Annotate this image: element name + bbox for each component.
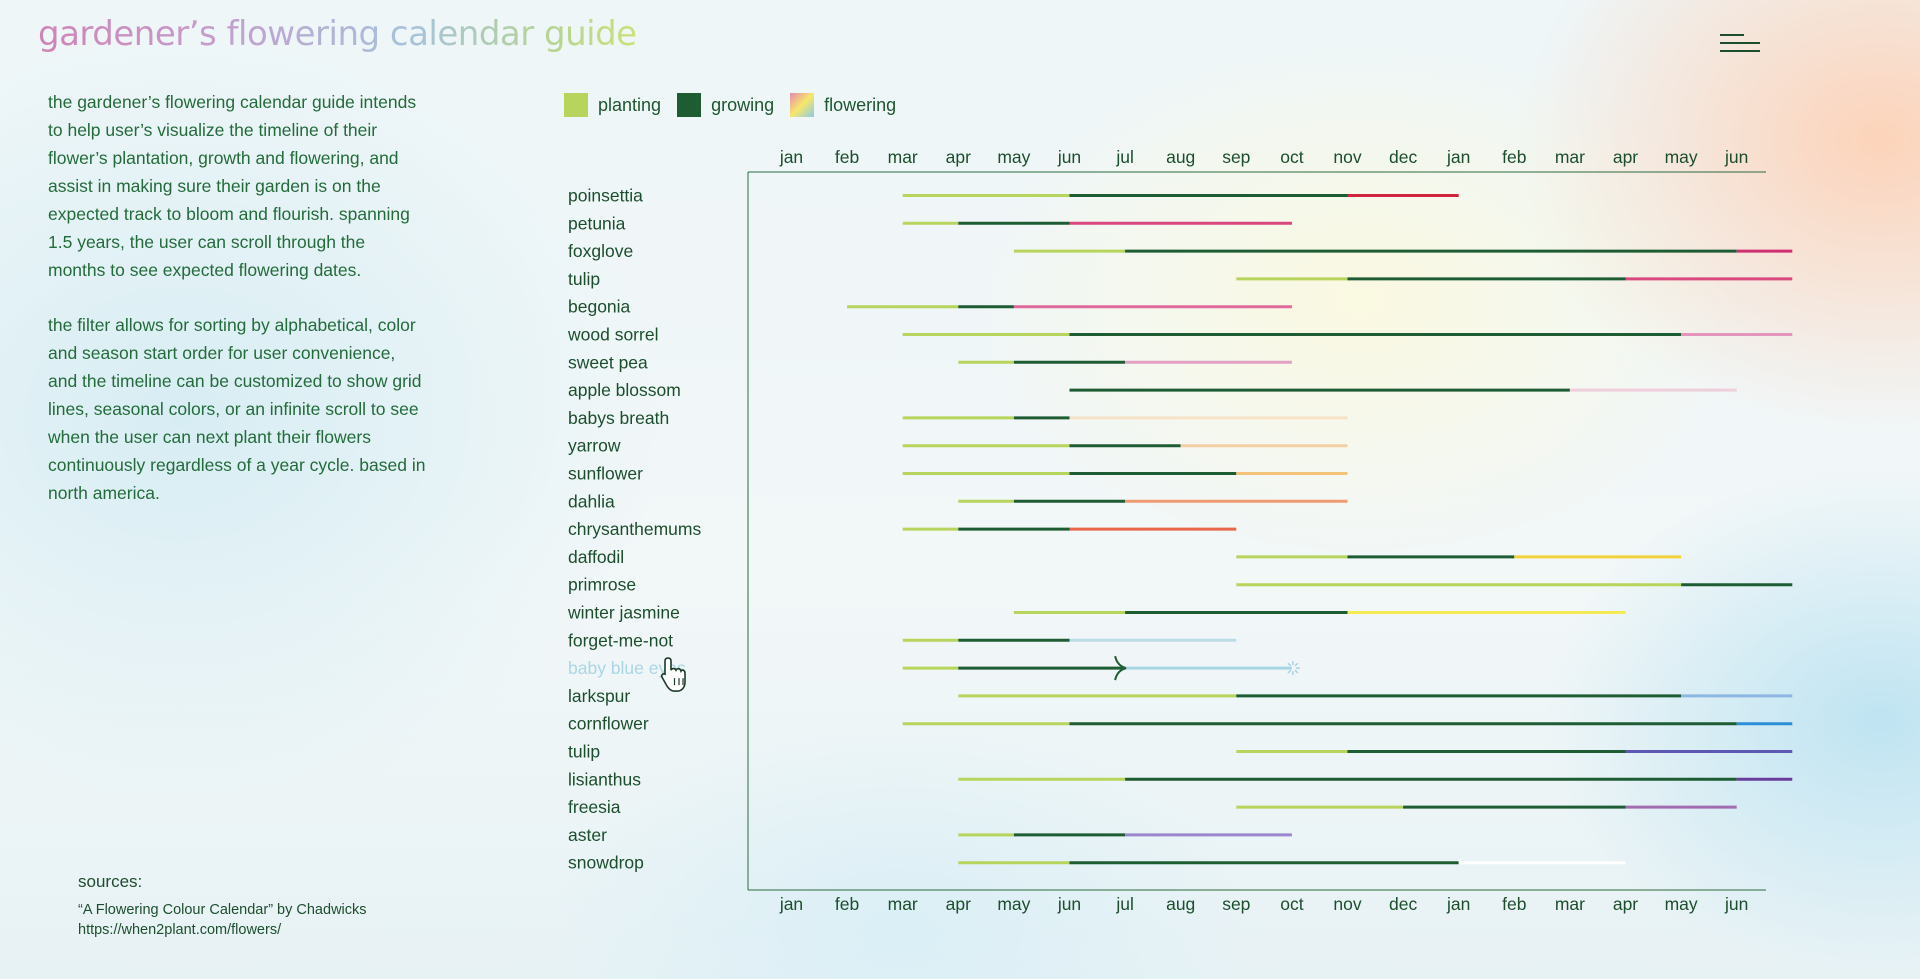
month-label-top: sep bbox=[1222, 147, 1250, 167]
description-paragraph-2: the filter allows for sorting by alphabe… bbox=[48, 311, 426, 507]
month-label-bottom: jan bbox=[1446, 894, 1470, 914]
flower-label[interactable]: chrysanthemums bbox=[568, 519, 701, 539]
month-label-top: mar bbox=[888, 147, 918, 167]
legend-label-growing: growing bbox=[711, 94, 775, 115]
month-label-bottom: feb bbox=[835, 894, 859, 914]
month-label-top: apr bbox=[1613, 147, 1638, 167]
flower-label[interactable]: daffodil bbox=[568, 547, 624, 567]
month-label-bottom: jul bbox=[1115, 894, 1134, 914]
legend-label-planting: planting bbox=[598, 94, 662, 115]
source-link[interactable]: https://when2plant.com/flowers/ bbox=[78, 922, 282, 938]
legend-label-flowering: flowering bbox=[824, 94, 897, 115]
description: the gardener’s flowering calendar guide … bbox=[48, 88, 426, 534]
flower-label[interactable]: poinsettia bbox=[568, 186, 643, 206]
month-label-bottom: jan bbox=[779, 894, 803, 914]
flower-label[interactable]: cornflower bbox=[568, 714, 649, 734]
month-label-top: may bbox=[1665, 147, 1698, 167]
flower-label[interactable]: larkspur bbox=[568, 686, 630, 706]
month-label-top: feb bbox=[835, 147, 859, 167]
month-label-bottom: mar bbox=[1555, 894, 1585, 914]
sources-heading: sources: bbox=[78, 872, 143, 891]
legend: planting growing flowering bbox=[564, 93, 912, 117]
month-label-top: may bbox=[997, 147, 1030, 167]
source-citation: “A Flowering Colour Calendar” by Chadwic… bbox=[78, 902, 367, 918]
month-label-bottom: mar bbox=[888, 894, 918, 914]
flower-label[interactable]: winter jasmine bbox=[567, 603, 680, 623]
month-label-bottom: apr bbox=[1613, 894, 1638, 914]
flower-label[interactable]: baby blue eyes bbox=[568, 658, 686, 678]
flower-label[interactable]: foxglove bbox=[568, 241, 633, 261]
flower-label[interactable]: babys breath bbox=[568, 408, 669, 428]
page-title: gardener’s flowering calendar guide bbox=[38, 14, 637, 54]
month-label-top: nov bbox=[1333, 147, 1361, 167]
menu-icon[interactable] bbox=[1718, 28, 1764, 58]
pointer-hand-cursor-icon bbox=[660, 657, 686, 692]
growing-swatch bbox=[677, 93, 702, 117]
flower-label[interactable]: begonia bbox=[568, 297, 631, 317]
legend-item-growing[interactable]: growing bbox=[677, 93, 774, 117]
flower-label[interactable]: yarrow bbox=[568, 436, 621, 456]
flower-label[interactable]: tulip bbox=[568, 269, 600, 289]
description-paragraph-2-text: the filter allows for sorting by alphabe… bbox=[48, 315, 422, 475]
month-label-top: mar bbox=[1555, 147, 1585, 167]
flower-label[interactable]: lisianthus bbox=[568, 769, 641, 789]
flowering-swatch bbox=[790, 93, 815, 117]
description-paragraph-2-emphasis: based in north america. bbox=[48, 455, 426, 503]
flower-label[interactable]: dahlia bbox=[568, 491, 615, 511]
flower-label[interactable]: primrose bbox=[568, 575, 636, 595]
flower-label[interactable]: apple blossom bbox=[568, 380, 681, 400]
flower-label[interactable]: forget-me-not bbox=[568, 630, 673, 650]
month-label-bottom: nov bbox=[1333, 894, 1361, 914]
month-label-bottom: dec bbox=[1389, 894, 1417, 914]
flower-label[interactable]: sunflower bbox=[568, 464, 643, 484]
month-label-top: dec bbox=[1389, 147, 1417, 167]
month-label-top: feb bbox=[1502, 147, 1526, 167]
month-label-top: apr bbox=[946, 147, 971, 167]
month-label-top: jul bbox=[1115, 147, 1134, 167]
month-label-bottom: may bbox=[1665, 894, 1698, 914]
month-label-bottom: jun bbox=[1057, 894, 1081, 914]
month-label-top: jun bbox=[1724, 147, 1748, 167]
flower-label[interactable]: sweet pea bbox=[568, 352, 648, 372]
leaf-icon bbox=[1114, 655, 1127, 681]
flower-label[interactable]: freesia bbox=[568, 797, 621, 817]
flower-label[interactable]: tulip bbox=[568, 742, 600, 762]
flower-label[interactable]: aster bbox=[568, 825, 607, 845]
flower-label[interactable]: wood sorrel bbox=[567, 325, 658, 345]
description-paragraph-1: the gardener’s flowering calendar guide … bbox=[48, 92, 417, 280]
month-label-top: jan bbox=[779, 147, 803, 167]
flower-label[interactable]: snowdrop bbox=[568, 853, 644, 873]
month-label-top: jan bbox=[1446, 147, 1470, 167]
legend-item-flowering[interactable]: flowering bbox=[790, 93, 896, 117]
planting-swatch bbox=[564, 93, 588, 117]
sources: sources: “A Flowering Colour Calendar” b… bbox=[78, 872, 367, 940]
month-label-bottom: apr bbox=[946, 894, 971, 914]
month-label-bottom: may bbox=[997, 894, 1030, 914]
month-label-bottom: oct bbox=[1280, 894, 1303, 914]
legend-item-planting[interactable]: planting bbox=[564, 93, 661, 117]
month-label-top: jun bbox=[1057, 147, 1081, 167]
month-label-bottom: feb bbox=[1502, 894, 1526, 914]
month-label-top: aug bbox=[1166, 147, 1195, 167]
month-label-bottom: jun bbox=[1724, 894, 1748, 914]
sparkle-icon bbox=[1285, 661, 1300, 676]
flower-label[interactable]: petunia bbox=[568, 213, 626, 233]
month-label-top: oct bbox=[1280, 147, 1303, 167]
month-label-bottom: aug bbox=[1166, 894, 1195, 914]
month-label-bottom: sep bbox=[1222, 894, 1250, 914]
